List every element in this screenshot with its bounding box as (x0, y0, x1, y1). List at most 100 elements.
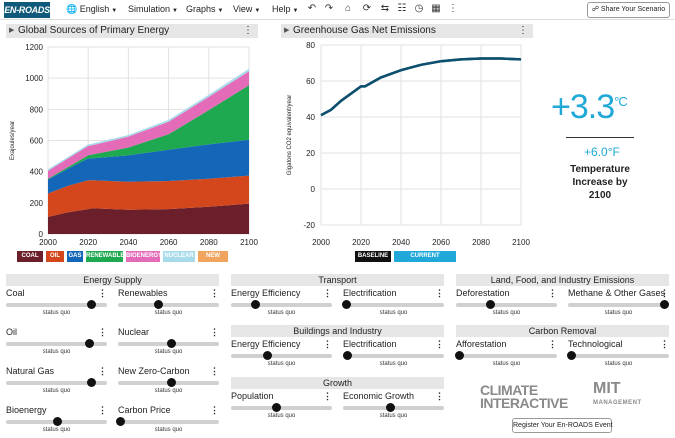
more-options-icon[interactable]: ⋮ (323, 339, 332, 349)
slider-thumb[interactable] (455, 351, 465, 360)
register-event-button[interactable]: Register Your En-ROADS Event (512, 418, 613, 433)
more-options-icon[interactable]: ⋮ (435, 339, 444, 349)
clock-icon[interactable]: ◷ (414, 3, 424, 14)
slider-track[interactable] (118, 300, 219, 309)
slider-track[interactable] (455, 351, 557, 360)
slider-track[interactable] (231, 351, 332, 360)
more-options-icon[interactable]: ⋮ (548, 288, 557, 298)
slider-afforestation[interactable]: Afforestation ⋮ status quo (455, 339, 557, 369)
area-oil[interactable] (48, 175, 249, 217)
table-icon[interactable]: ☷ (397, 3, 407, 14)
help-menu[interactable]: Help ▼ (272, 4, 298, 14)
slider-thumb[interactable] (154, 300, 164, 309)
slider-track[interactable] (6, 300, 107, 309)
slider-natural-gas[interactable]: Natural Gas ⋮ status quo (6, 366, 107, 396)
mit-logo[interactable]: MIT MANAGEMENT (593, 381, 642, 410)
expand-arrow-icon[interactable]: ▶ (9, 27, 15, 34)
slider-thumb[interactable] (52, 417, 62, 426)
slider-thumb[interactable] (272, 403, 282, 412)
slider-thumb[interactable] (386, 403, 396, 412)
reset-icon[interactable]: ⟳ (362, 3, 372, 14)
expand-arrow-icon[interactable]: ▶ (284, 27, 290, 34)
slider-track[interactable] (343, 351, 444, 360)
slider-thumb[interactable] (567, 351, 577, 360)
more-options-icon[interactable]: ⋮ (548, 339, 557, 349)
more-options-icon[interactable]: ⋮ (98, 366, 107, 376)
slider-nuclear[interactable]: Nuclear ⋮ status quo (118, 327, 219, 357)
slider-new-zero-carbon[interactable]: New Zero-Carbon ⋮ status quo (118, 366, 219, 396)
slider-buildings-efficiency[interactable]: Energy Efficiency ⋮ status quo (231, 339, 332, 369)
line-current-scenario[interactable] (320, 57, 522, 117)
slider-track[interactable] (568, 300, 669, 309)
more-options-icon[interactable]: ⋮ (323, 288, 332, 298)
graphs-menu[interactable]: Graphs ▼ (186, 4, 223, 14)
slider-thumb[interactable] (166, 378, 176, 387)
more-options-icon[interactable]: ⋮ (98, 405, 107, 415)
slider-thumb[interactable] (116, 417, 126, 426)
slider-carbon-price[interactable]: Carbon Price ⋮ status quo (116, 405, 219, 435)
slider-buildings-electrification[interactable]: Electrification ⋮ status quo (343, 339, 444, 369)
slider-deforestation[interactable]: Deforestation ⋮ status quo (456, 288, 557, 318)
line-baseline[interactable] (320, 57, 522, 117)
menu-icon[interactable]: ⋮ (448, 3, 458, 14)
redo-icon[interactable]: ↷ (324, 3, 334, 14)
slider-thumb[interactable] (86, 300, 96, 309)
slider-track[interactable] (118, 339, 219, 348)
slider-track[interactable] (6, 417, 107, 426)
area-renewables[interactable] (48, 85, 249, 180)
slider-thumb[interactable] (343, 351, 353, 360)
slider-oil[interactable]: Oil ⋮ status quo (6, 327, 107, 357)
slider-renewables[interactable]: Renewables ⋮ status quo (118, 288, 219, 318)
legend-baseline[interactable]: BASELINE (355, 251, 391, 262)
emissions-panel-header[interactable]: ▶ Greenhouse Gas Net Emissions ⋮ (281, 24, 533, 38)
more-options-icon[interactable]: ⋮ (243, 25, 253, 36)
grid-icon[interactable]: ▦ (431, 3, 441, 14)
slider-track[interactable] (118, 378, 219, 387)
view-menu[interactable]: View ▼ (233, 4, 260, 14)
more-options-icon[interactable]: ⋮ (210, 405, 219, 415)
area-gas[interactable] (48, 139, 249, 194)
slider-track[interactable] (231, 403, 332, 412)
legend-oil[interactable]: OIL (46, 251, 64, 262)
more-options-icon[interactable]: ⋮ (98, 288, 107, 298)
legend-current-scenario[interactable]: CURRENT SCENARIO (394, 251, 456, 270)
more-options-icon[interactable]: ⋮ (323, 391, 332, 401)
legend-gas[interactable]: GAS (67, 251, 83, 262)
legend-new-zero[interactable]: NEW ZERO (198, 251, 228, 270)
legend-coal[interactable]: COAL (17, 251, 43, 262)
more-options-icon[interactable]: ⋮ (98, 327, 107, 337)
slider-track[interactable] (6, 378, 107, 387)
more-options-icon[interactable]: ⋮ (210, 288, 219, 298)
slider-thumb[interactable] (659, 300, 669, 309)
slider-thumb[interactable] (251, 300, 261, 309)
slider-track[interactable] (231, 300, 332, 309)
more-options-icon[interactable]: ⋮ (518, 25, 528, 36)
share-scenario-button[interactable]: ☍ Share Your Scenario (587, 2, 670, 18)
slider-methane[interactable]: Methane & Other Gases ⋮ status quo (568, 288, 669, 318)
slider-population[interactable]: Population ⋮ status quo (231, 391, 332, 421)
climate-interactive-logo[interactable]: CLIMATE INTERACTIVE (480, 383, 568, 410)
en-roads-logo[interactable]: EN-ROADS (4, 2, 50, 18)
undo-icon[interactable]: ↶ (307, 3, 317, 14)
compare-icon[interactable]: ⇆ (380, 3, 390, 14)
more-options-icon[interactable]: ⋮ (660, 288, 669, 298)
slider-transport-electrification[interactable]: Electrification ⋮ status quo (342, 288, 444, 318)
slider-thumb[interactable] (84, 339, 94, 348)
slider-thumb[interactable] (342, 300, 352, 309)
slider-track[interactable] (342, 300, 444, 309)
legend-nuclear[interactable]: NUCLEAR (163, 251, 195, 262)
legend-bioenergy[interactable]: BIOENERGY (126, 251, 162, 262)
legend-renewables[interactable]: RENEWABLES (86, 251, 128, 262)
more-options-icon[interactable]: ⋮ (660, 339, 669, 349)
area-coal[interactable] (48, 203, 249, 234)
slider-transport-efficiency[interactable]: Energy Efficiency ⋮ status quo (231, 288, 332, 318)
slider-thumb[interactable] (86, 378, 96, 387)
area-bioenergy[interactable] (48, 71, 249, 179)
slider-track[interactable] (567, 351, 669, 360)
slider-track[interactable] (456, 300, 557, 309)
slider-thumb[interactable] (166, 339, 176, 348)
more-options-icon[interactable]: ⋮ (435, 288, 444, 298)
slider-technological[interactable]: Technological ⋮ status quo (567, 339, 669, 369)
home-icon[interactable]: ⌂ (344, 3, 352, 14)
slider-track[interactable] (343, 403, 444, 412)
